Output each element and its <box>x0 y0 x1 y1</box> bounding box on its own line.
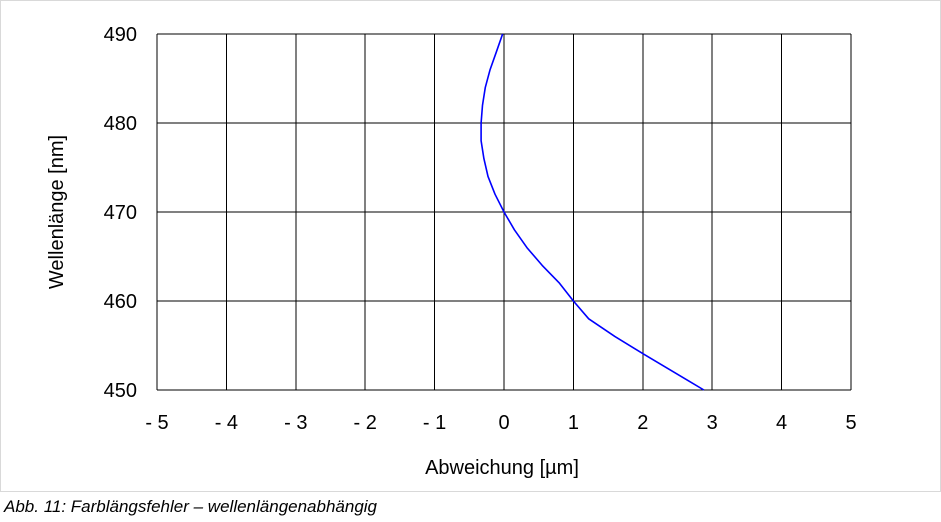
x-tick-label: 3 <box>707 412 718 434</box>
x-tick-label: - 5 <box>145 412 168 434</box>
x-tick-labels: - 5 - 4 - 3 - 2 - 1 0 1 2 3 4 5 <box>145 412 856 434</box>
chart-frame: - 5 - 4 - 3 - 2 - 1 0 1 2 3 4 5 450 460 470 480 490 Ab… <box>0 0 941 492</box>
x-axis-title: Abweichung [µm] <box>425 457 579 479</box>
figure-caption: Abb. 11: Farblängsfehler – wellenlängena… <box>4 497 378 516</box>
y-tick-label: 450 <box>104 380 137 402</box>
series-layer <box>480 33 705 391</box>
x-tick-label: 5 <box>845 412 856 434</box>
x-tick-label: 0 <box>498 412 509 434</box>
y-tick-label: 480 <box>104 113 137 135</box>
x-tick-label: - 3 <box>284 412 307 434</box>
y-axis-title: Wellenlänge [nm] <box>46 135 68 289</box>
y-tick-label: 460 <box>104 291 137 313</box>
y-tick-labels: 450 460 470 480 490 <box>104 24 137 402</box>
line-chart: - 5 - 4 - 3 - 2 - 1 0 1 2 3 4 5 450 460 470 480 490 Ab… <box>46 24 857 479</box>
x-tick-label: 4 <box>776 412 787 434</box>
x-tick-label: 2 <box>637 412 648 434</box>
y-tick-label: 470 <box>104 202 137 224</box>
x-tick-label: - 4 <box>215 412 238 434</box>
x-tick-label: - 1 <box>423 412 446 434</box>
series-line <box>480 33 705 391</box>
x-tick-label: - 2 <box>354 412 377 434</box>
y-tick-label: 490 <box>104 24 137 46</box>
x-tick-label: 1 <box>568 412 579 434</box>
